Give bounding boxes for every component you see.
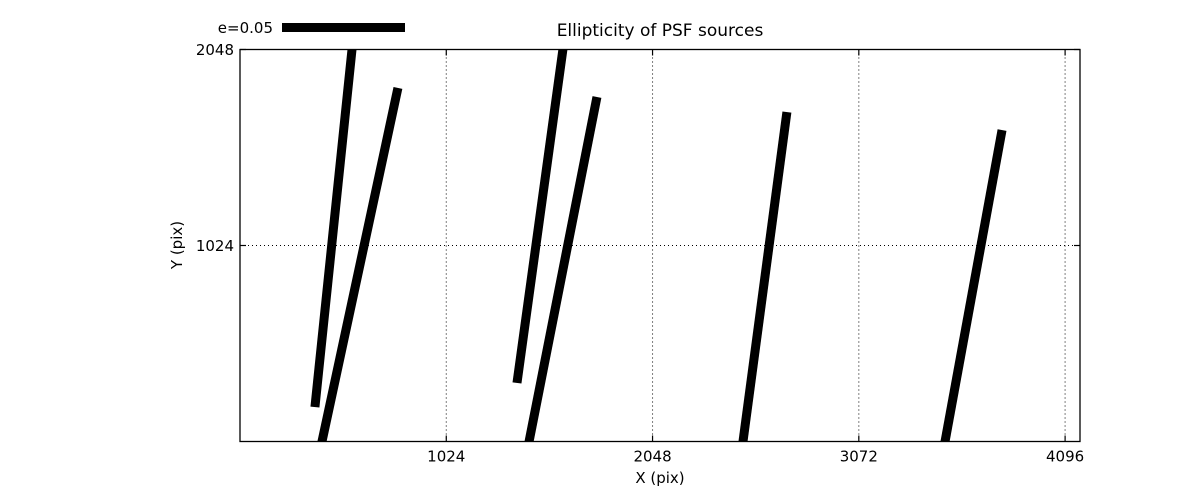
x-tick-label: 3072 <box>840 448 878 466</box>
ellipticity-whisker <box>512 49 568 384</box>
axes-spines <box>239 48 1081 443</box>
x-tick-label: 4096 <box>1046 448 1084 466</box>
x-tick-label: 1024 <box>427 448 465 466</box>
x-axis-label: X (pix) <box>635 469 685 487</box>
whisker-group <box>310 49 1007 442</box>
ellipticity-whisker <box>940 129 1007 442</box>
legend-label: e=0.05 <box>217 19 273 37</box>
ellipticity-whisker <box>317 87 403 442</box>
y-tick-label: 1024 <box>196 237 234 255</box>
ellipticity-whisker <box>310 49 357 408</box>
y-tick-label: 2048 <box>196 41 234 59</box>
x-tick-label: 2048 <box>633 448 671 466</box>
chart-title: Ellipticity of PSF sources <box>556 21 764 41</box>
ellipticity-whisker <box>738 111 792 442</box>
legend-line-sample <box>282 23 405 32</box>
ellipticity-whisker <box>524 96 602 442</box>
